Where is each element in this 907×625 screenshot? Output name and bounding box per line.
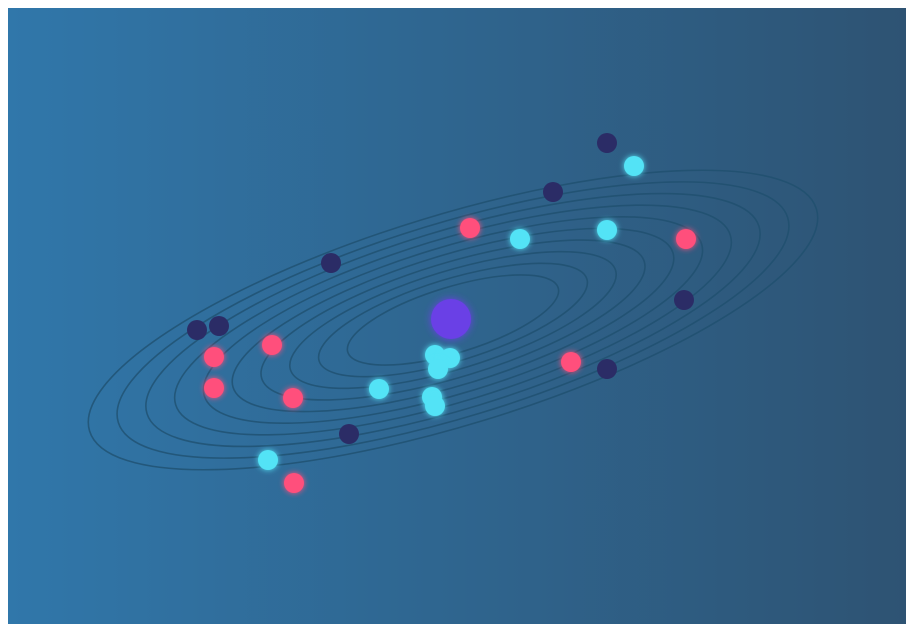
orbit-rings: [87, 169, 819, 471]
planet-icon: [543, 182, 563, 202]
orbit-ring: [231, 227, 675, 413]
orbit-ring: [116, 181, 790, 459]
orbit-ring: [346, 274, 560, 366]
planets: [187, 133, 696, 493]
planet-icon: [321, 253, 341, 273]
planet-icon: [209, 316, 229, 336]
planet-icon: [187, 320, 207, 340]
planet-icon: [425, 396, 445, 416]
orbit-ring: [288, 250, 618, 390]
planet-icon: [624, 156, 644, 176]
orbit-animation-frame: [8, 8, 906, 624]
orbit-ring: [317, 262, 589, 378]
planet-icon: [597, 359, 617, 379]
orbit-ring: [173, 204, 733, 436]
planet-icon: [674, 290, 694, 310]
orbit-ring: [202, 215, 704, 425]
planet-icon: [283, 388, 303, 408]
planet-icon: [676, 229, 696, 249]
planet-icon: [460, 218, 480, 238]
planet-icon: [204, 378, 224, 398]
sun-icon: [431, 299, 471, 339]
planet-icon: [561, 352, 581, 372]
planet-icon: [339, 424, 359, 444]
orbit-ring: [260, 239, 646, 401]
planet-icon: [428, 359, 448, 379]
planet-icon: [510, 229, 530, 249]
planet-icon: [258, 450, 278, 470]
planet-icon: [204, 347, 224, 367]
planet-icon: [369, 379, 389, 399]
planet-icon: [597, 220, 617, 240]
planet-icon: [262, 335, 282, 355]
planet-icon: [597, 133, 617, 153]
orbit-ring: [87, 169, 819, 471]
planet-icon: [284, 473, 304, 493]
orbit-scene: [8, 8, 906, 624]
orbit-ring: [145, 192, 761, 448]
